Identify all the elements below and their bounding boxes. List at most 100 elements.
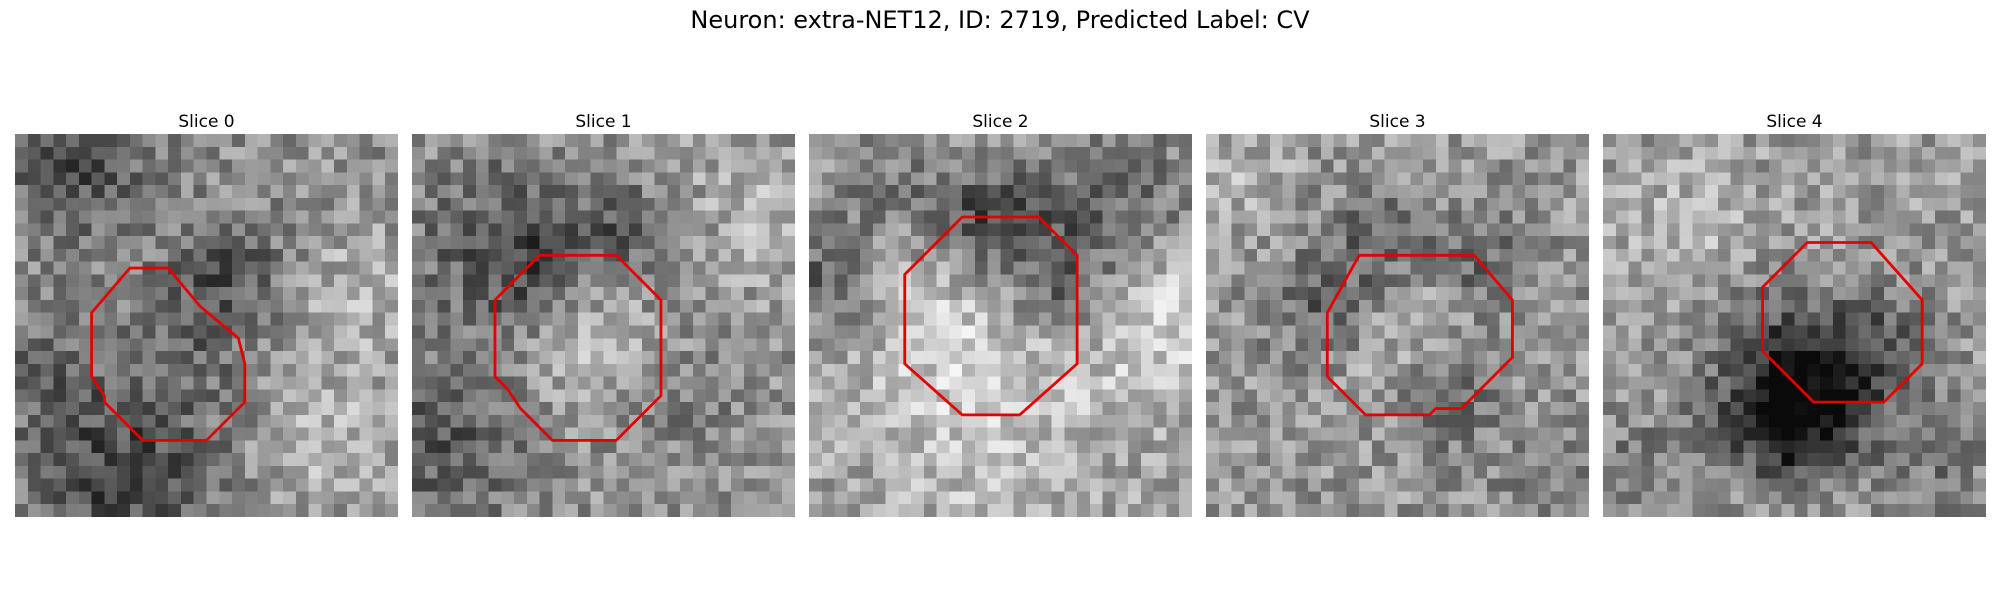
image-pixel	[385, 197, 398, 211]
image-pixel	[1295, 414, 1309, 428]
image-pixel	[514, 440, 528, 454]
image-pixel	[1346, 504, 1360, 517]
image-pixel	[321, 325, 335, 339]
image-pixel	[1282, 351, 1296, 365]
image-pixel	[155, 440, 169, 454]
image-pixel	[321, 376, 335, 390]
image-pixel	[270, 299, 284, 313]
image-pixel	[1410, 287, 1424, 301]
image-pixel	[219, 197, 233, 211]
image-pixel	[424, 134, 438, 148]
image-pixel	[705, 389, 719, 403]
image-pixel	[1550, 427, 1564, 441]
image-pixel	[1153, 414, 1167, 428]
image-pixel	[1871, 478, 1885, 492]
image-pixel	[1013, 248, 1027, 262]
image-pixel	[1717, 299, 1731, 313]
image-pixel	[1115, 312, 1129, 326]
image-pixel	[1244, 185, 1258, 199]
image-pixel	[809, 338, 823, 352]
image-pixel	[1218, 197, 1232, 211]
image-pixel	[718, 414, 732, 428]
image-pixel	[1499, 325, 1513, 339]
image-pixel	[1679, 223, 1693, 237]
image-pixel	[117, 236, 131, 250]
image-pixel	[1947, 261, 1961, 275]
image-pixel	[1474, 274, 1488, 288]
image-pixel	[1871, 363, 1885, 377]
image-pixel	[1845, 261, 1859, 275]
image-pixel	[821, 299, 835, 313]
image-pixel	[692, 414, 706, 428]
image-pixel	[1832, 389, 1846, 403]
image-pixel	[1153, 504, 1167, 517]
image-pixel	[1576, 248, 1589, 262]
image-pixel	[1244, 440, 1258, 454]
image-pixel	[692, 172, 706, 186]
image-pixel	[27, 274, 41, 288]
image-pixel	[1807, 427, 1821, 441]
image-pixel	[1218, 414, 1232, 428]
image-pixel	[809, 440, 823, 454]
image-pixel	[66, 325, 80, 339]
image-pixel	[1756, 159, 1770, 173]
image-pixel	[91, 159, 105, 173]
image-pixel	[308, 504, 322, 517]
image-pixel	[91, 363, 105, 377]
image-pixel	[1756, 402, 1770, 416]
image-pixel	[385, 299, 398, 313]
image-pixel	[129, 453, 143, 467]
image-pixel	[385, 376, 398, 390]
image-pixel	[1845, 453, 1859, 467]
image-pixel	[104, 210, 118, 224]
image-pixel	[923, 478, 937, 492]
image-pixel	[334, 185, 348, 199]
image-pixel	[731, 185, 745, 199]
image-pixel	[911, 185, 925, 199]
image-pixel	[334, 287, 348, 301]
image-pixel	[1218, 134, 1232, 148]
image-pixel	[1423, 504, 1437, 517]
image-pixel	[1153, 338, 1167, 352]
image-pixel	[117, 351, 131, 365]
image-pixel	[1743, 338, 1757, 352]
image-pixel	[1000, 197, 1014, 211]
image-pixel	[667, 134, 681, 148]
image-pixel	[232, 210, 246, 224]
image-pixel	[1743, 325, 1757, 339]
image-pixel	[1257, 465, 1271, 479]
image-pixel	[1628, 248, 1642, 262]
image-pixel	[603, 261, 617, 275]
image-pixel	[1512, 351, 1526, 365]
image-pixel	[1486, 134, 1500, 148]
image-pixel	[1781, 504, 1795, 517]
image-pixel	[1603, 159, 1617, 173]
image-pixel	[577, 465, 591, 479]
image-pixel	[1858, 146, 1872, 160]
image-pixel	[334, 236, 348, 250]
image-pixel	[526, 504, 540, 517]
image-pixel	[526, 185, 540, 199]
image-pixel	[1603, 402, 1617, 416]
image-pixel	[1525, 236, 1539, 250]
image-pixel	[372, 478, 386, 492]
image-pixel	[501, 197, 515, 211]
image-pixel	[1705, 338, 1719, 352]
image-pixel	[334, 223, 348, 237]
image-pixel	[1947, 389, 1961, 403]
image-pixel	[232, 248, 246, 262]
image-pixel	[180, 453, 194, 467]
image-pixel	[1525, 478, 1539, 492]
image-pixel	[232, 478, 246, 492]
image-pixel	[142, 223, 156, 237]
image-pixel	[1038, 427, 1052, 441]
image-pixel	[1461, 159, 1475, 173]
image-pixel	[1077, 185, 1091, 199]
image-pixel	[834, 236, 848, 250]
image-pixel	[987, 453, 1001, 467]
image-pixel	[53, 465, 67, 479]
image-pixel	[1410, 363, 1424, 377]
image-pixel	[705, 376, 719, 390]
image-pixel	[974, 414, 988, 428]
image-pixel	[180, 299, 194, 313]
